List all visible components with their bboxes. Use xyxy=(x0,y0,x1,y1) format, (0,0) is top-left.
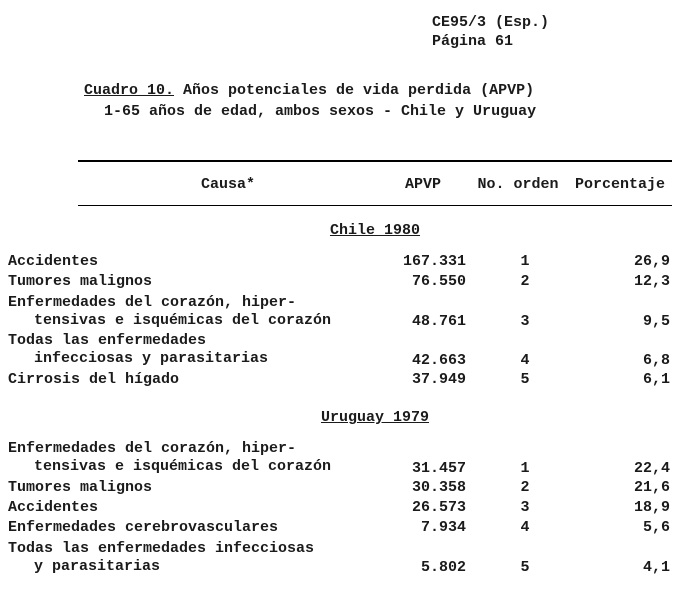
table-row: Cirrosis del hígado 37.949 5 6,1 xyxy=(8,371,672,389)
table-row: Accidentes 167.331 1 26,9 xyxy=(8,253,672,271)
cell-apvp: 76.550 xyxy=(376,273,480,291)
cell-causa: Todas las enfermedades infecciosas y par… xyxy=(8,332,376,369)
table-row: Enfermedades del corazón, hiper- tensiva… xyxy=(8,440,672,477)
apvp-table: Causa* APVP No. orden Porcentaje Chile 1… xyxy=(78,160,672,578)
cell-apvp: 37.949 xyxy=(376,371,480,389)
cell-pct: 22,4 xyxy=(570,460,676,477)
cell-apvp: 42.663 xyxy=(376,352,480,369)
cuadro-label: Cuadro 10. xyxy=(84,82,174,99)
causa-line2: infecciosas y parasitarias xyxy=(8,350,268,367)
cell-orden: 3 xyxy=(480,313,570,330)
cell-causa: Todas las enfermedades infecciosas y par… xyxy=(8,540,376,577)
cell-pct: 9,5 xyxy=(570,313,676,330)
cell-causa: Enfermedades del corazón, hiper- tensiva… xyxy=(8,440,376,477)
table-row: Enfermedades del corazón, hiper- tensiva… xyxy=(8,294,672,331)
cell-pct: 6,8 xyxy=(570,352,676,369)
cell-pct: 4,1 xyxy=(570,559,676,576)
cell-causa: Accidentes xyxy=(8,253,376,271)
causa-line1: Todas las enfermedades infecciosas xyxy=(8,540,314,557)
table-row: Tumores malignos 76.550 2 12,3 xyxy=(8,273,672,291)
cell-orden: 1 xyxy=(480,460,570,477)
cell-apvp: 167.331 xyxy=(376,253,480,271)
cell-apvp: 5.802 xyxy=(376,559,480,576)
cell-pct: 12,3 xyxy=(570,273,676,291)
table-row: Enfermedades cerebrovasculares 7.934 4 5… xyxy=(8,519,672,537)
doc-id: CE95/3 (Esp.) xyxy=(432,14,549,31)
cell-causa: Enfermedades cerebrovasculares xyxy=(8,519,376,537)
table-row: Tumores malignos 30.358 2 21,6 xyxy=(8,479,672,497)
table-caption: Cuadro 10. Años potenciales de vida perd… xyxy=(84,82,604,120)
rule-mid xyxy=(78,205,672,206)
table-row: Accidentes 26.573 3 18,9 xyxy=(8,499,672,517)
cell-orden: 5 xyxy=(480,371,570,389)
causa-line1: Enfermedades del corazón, hiper- xyxy=(8,294,296,311)
section-uruguay: Uruguay 1979 xyxy=(78,409,672,426)
cell-orden: 2 xyxy=(480,273,570,291)
cell-pct: 5,6 xyxy=(570,519,676,537)
cell-orden: 1 xyxy=(480,253,570,271)
cell-apvp: 26.573 xyxy=(376,499,480,517)
cell-pct: 18,9 xyxy=(570,499,676,517)
title-rest: Años potenciales de vida perdida (APVP) xyxy=(174,82,534,99)
cell-pct: 6,1 xyxy=(570,371,676,389)
cell-pct: 26,9 xyxy=(570,253,676,271)
col-orden: No. orden xyxy=(468,176,568,193)
col-causa: Causa* xyxy=(78,176,378,193)
column-headers: Causa* APVP No. orden Porcentaje xyxy=(78,162,672,205)
cell-causa: Tumores malignos xyxy=(8,273,376,291)
cell-apvp: 7.934 xyxy=(376,519,480,537)
causa-line2: y parasitarias xyxy=(8,558,160,575)
causa-line2: tensivas e isquémicas del corazón xyxy=(8,312,331,329)
causa-line1: Enfermedades del corazón, hiper- xyxy=(8,440,296,457)
causa-line2: tensivas e isquémicas del corazón xyxy=(8,458,331,475)
cell-orden: 4 xyxy=(480,519,570,537)
cell-apvp: 30.358 xyxy=(376,479,480,497)
table-row: Todas las enfermedades infecciosas y par… xyxy=(8,540,672,577)
section-chile: Chile 1980 xyxy=(78,222,672,239)
cell-apvp: 48.761 xyxy=(376,313,480,330)
cell-causa: Accidentes xyxy=(8,499,376,517)
table-row: Todas las enfermedades infecciosas y par… xyxy=(8,332,672,369)
cell-causa: Tumores malignos xyxy=(8,479,376,497)
cell-causa: Enfermedades del corazón, hiper- tensiva… xyxy=(8,294,376,331)
cell-orden: 5 xyxy=(480,559,570,576)
cell-orden: 2 xyxy=(480,479,570,497)
col-apvp: APVP xyxy=(378,176,468,193)
cell-orden: 4 xyxy=(480,352,570,369)
col-pct: Porcentaje xyxy=(568,176,672,193)
cell-pct: 21,6 xyxy=(570,479,676,497)
cell-causa: Cirrosis del hígado xyxy=(8,371,376,389)
page-number: Página 61 xyxy=(432,33,513,50)
causa-line1: Todas las enfermedades xyxy=(8,332,206,349)
title-line2: 1-65 años de edad, ambos sexos - Chile y… xyxy=(84,103,604,120)
cell-orden: 3 xyxy=(480,499,570,517)
cell-apvp: 31.457 xyxy=(376,460,480,477)
